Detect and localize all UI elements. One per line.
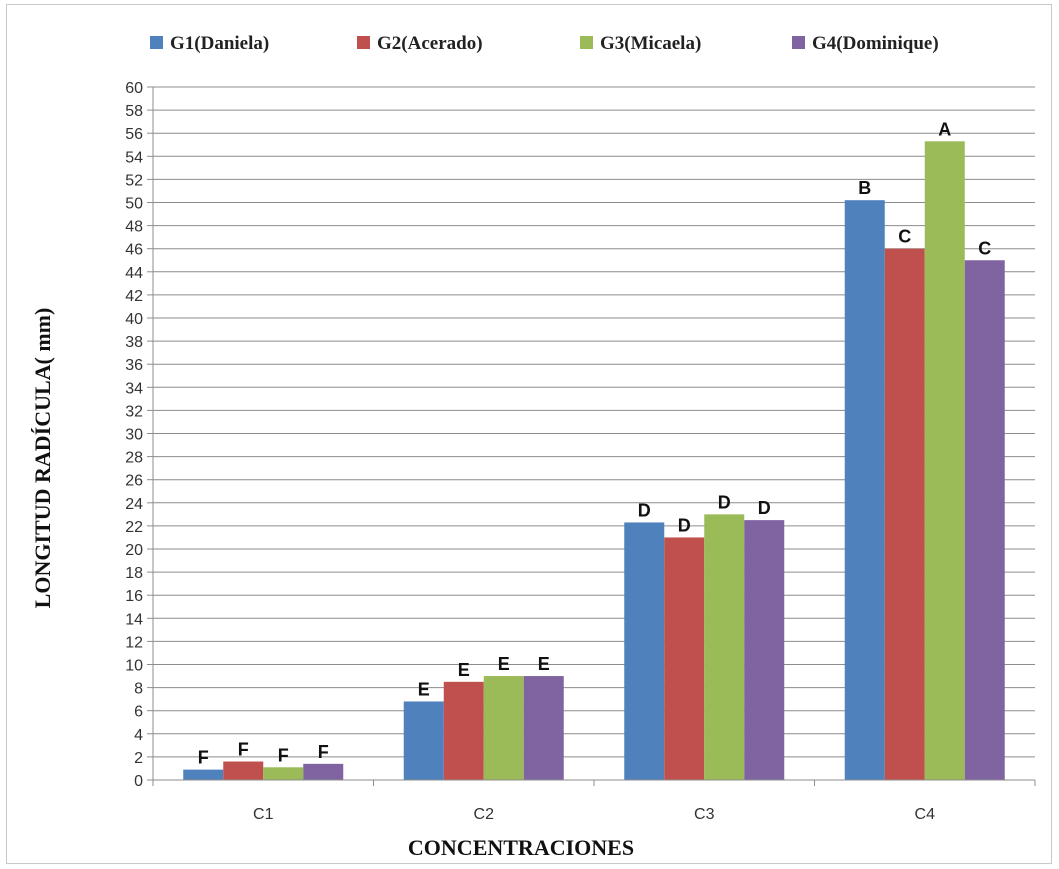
bar-significance-label: E <box>498 654 510 674</box>
x-axis-title: CONCENTRACIONES <box>408 835 634 860</box>
y-tick-label: 28 <box>125 450 143 467</box>
y-tick-label: 30 <box>125 427 143 444</box>
y-tick-label: 10 <box>125 658 143 675</box>
bar <box>844 200 885 780</box>
y-tick-label: 48 <box>125 219 143 236</box>
bar-significance-label: F <box>198 748 209 768</box>
legend-entry: G1(Daniela) <box>170 33 269 54</box>
bar-significance-label: D <box>638 500 651 520</box>
bar-significance-label: F <box>238 740 249 760</box>
x-tick-label: C1 <box>253 806 274 823</box>
x-tick-label: C3 <box>694 806 715 823</box>
y-tick-label: 18 <box>125 565 143 582</box>
y-tick-label: 14 <box>125 611 143 628</box>
x-tick-label: C4 <box>915 806 936 823</box>
bar <box>443 681 484 780</box>
bar-significance-label: B <box>858 178 871 198</box>
y-tick-label: 42 <box>125 288 143 305</box>
bar <box>403 701 444 780</box>
y-tick-label: 0 <box>134 773 143 790</box>
legend-entry: G2(Acerado) <box>377 33 483 54</box>
y-tick-label: 52 <box>125 172 143 189</box>
bar-labels: F F F F E E E E D D D D B C A C <box>198 119 992 767</box>
legend-swatch <box>357 36 370 49</box>
axes: 0246810121416182022242628303234363840424… <box>125 80 1036 823</box>
y-tick-label: 6 <box>134 704 143 721</box>
bar <box>624 522 665 780</box>
y-tick-label: 16 <box>125 588 143 605</box>
y-tick-label: 50 <box>125 196 143 213</box>
y-tick-label: 56 <box>125 126 143 143</box>
bar <box>924 141 965 780</box>
bar <box>884 248 925 780</box>
y-tick-label: 46 <box>125 242 143 259</box>
y-tick-label: 26 <box>125 473 143 490</box>
bar <box>483 676 524 780</box>
y-tick-label: 20 <box>125 542 143 559</box>
y-tick-label: 22 <box>125 519 143 536</box>
y-tick-label: 44 <box>125 265 143 282</box>
y-tick-label: 12 <box>125 634 143 651</box>
bar-significance-label: E <box>458 660 470 680</box>
bar <box>223 761 264 780</box>
y-tick-label: 54 <box>125 149 143 166</box>
y-tick-label: 36 <box>125 357 143 374</box>
bar-significance-label: D <box>718 492 731 512</box>
y-tick-label: 34 <box>125 380 143 397</box>
legend-entry: G3(Micaela) <box>600 33 701 54</box>
y-tick-label: 4 <box>134 727 143 744</box>
legend-swatch <box>792 36 805 49</box>
y-tick-label: 32 <box>125 403 143 420</box>
y-tick-label: 38 <box>125 334 143 351</box>
x-tick-label: C2 <box>474 806 495 823</box>
bar <box>964 260 1005 780</box>
bar <box>183 769 224 780</box>
bar <box>263 767 304 780</box>
bar <box>664 537 705 780</box>
bar-significance-label: F <box>278 745 289 765</box>
bar <box>704 514 745 780</box>
legend-entry: G4(Dominique) <box>812 33 939 54</box>
bar <box>303 763 344 780</box>
bars <box>183 141 1005 780</box>
y-tick-label: 24 <box>125 496 143 513</box>
y-tick-label: 60 <box>125 80 143 97</box>
bar-significance-label: D <box>758 498 771 518</box>
y-tick-label: 8 <box>134 681 143 698</box>
bar <box>523 676 564 780</box>
bar-significance-label: D <box>678 515 691 535</box>
y-tick-label: 2 <box>134 750 143 767</box>
legend-swatch <box>150 36 163 49</box>
bar-significance-label: A <box>938 119 951 139</box>
y-tick-label: 40 <box>125 311 143 328</box>
y-tick-label: 58 <box>125 103 143 120</box>
bar-significance-label: C <box>898 227 911 247</box>
bar-significance-label: C <box>978 238 991 258</box>
bar-significance-label: F <box>318 742 329 762</box>
legend-swatch <box>580 36 593 49</box>
bar <box>744 520 785 780</box>
bar-significance-label: E <box>538 654 550 674</box>
y-axis-title: LONGITUD RADÍCULA( mm) <box>30 308 55 609</box>
legend: G1(Daniela) G2(Acerado) G3(Micaela) G4(Domi… <box>150 33 939 54</box>
bar-significance-label: E <box>418 679 430 699</box>
